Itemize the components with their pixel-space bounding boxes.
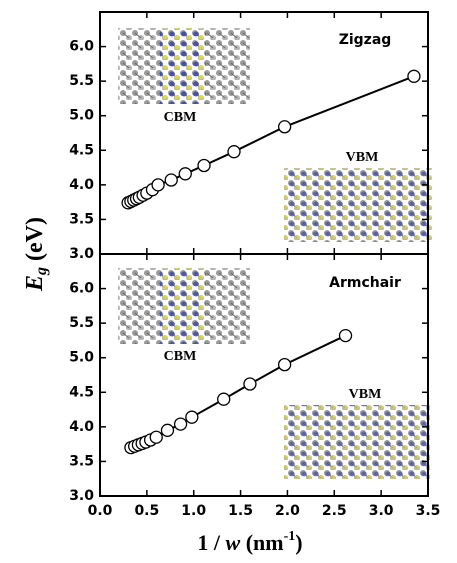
annotation: Armchair	[329, 275, 401, 291]
y-tick-label: 5.5	[69, 315, 94, 331]
data-point	[149, 430, 163, 444]
y-tick-label: 3.5	[69, 453, 94, 469]
y-tick-label: 3.0	[69, 246, 94, 262]
y-tick-label: 5.0	[69, 350, 94, 366]
x-tick-label: 2.0	[275, 503, 300, 519]
data-point	[178, 167, 192, 181]
x-tick-label: 0.5	[134, 503, 159, 519]
x-axis-title: 1 / w (nm-1)	[197, 529, 302, 555]
data-point	[277, 357, 292, 372]
data-point	[173, 417, 188, 431]
annotation: VBM	[349, 387, 382, 402]
plot-frame	[99, 253, 429, 497]
data-point	[164, 173, 178, 187]
y-tick-label: 4.5	[69, 384, 94, 400]
y-tick-label: 6.0	[69, 281, 94, 297]
x-tick-label: 3.5	[416, 503, 441, 519]
y-tick-label: 5.5	[69, 73, 94, 89]
y-tick-label: 4.0	[69, 419, 94, 435]
x-tick-label: 0.0	[88, 503, 113, 519]
annotation: CBM	[164, 110, 197, 125]
x-tick-label: 3.0	[369, 503, 394, 519]
data-point	[160, 423, 175, 437]
data-point	[217, 392, 231, 406]
data-point	[227, 145, 241, 159]
data-point	[277, 120, 292, 134]
data-point	[407, 69, 421, 83]
data-point	[197, 158, 211, 173]
annotation: CBM	[164, 349, 197, 364]
annotation: Zigzag	[339, 32, 392, 48]
data-point	[151, 178, 165, 192]
x-tick-label: 2.5	[322, 503, 347, 519]
y-tick-label: 6.0	[69, 39, 94, 55]
annotation: VBM	[346, 150, 379, 165]
y-tick-label: 3.5	[69, 211, 94, 227]
insets	[118, 28, 432, 479]
data-point	[243, 377, 257, 391]
y-tick-label: 5.0	[69, 108, 94, 124]
y-tick-label: 4.0	[69, 177, 94, 193]
y-tick-label: 3.0	[69, 488, 94, 504]
data-point	[338, 328, 353, 343]
data-point	[185, 410, 199, 424]
y-axis-title: Eg (eV)	[22, 217, 50, 292]
x-tick-label: 1.0	[181, 503, 206, 519]
y-tick-label: 4.5	[69, 142, 94, 158]
x-tick-label: 1.5	[228, 503, 253, 519]
